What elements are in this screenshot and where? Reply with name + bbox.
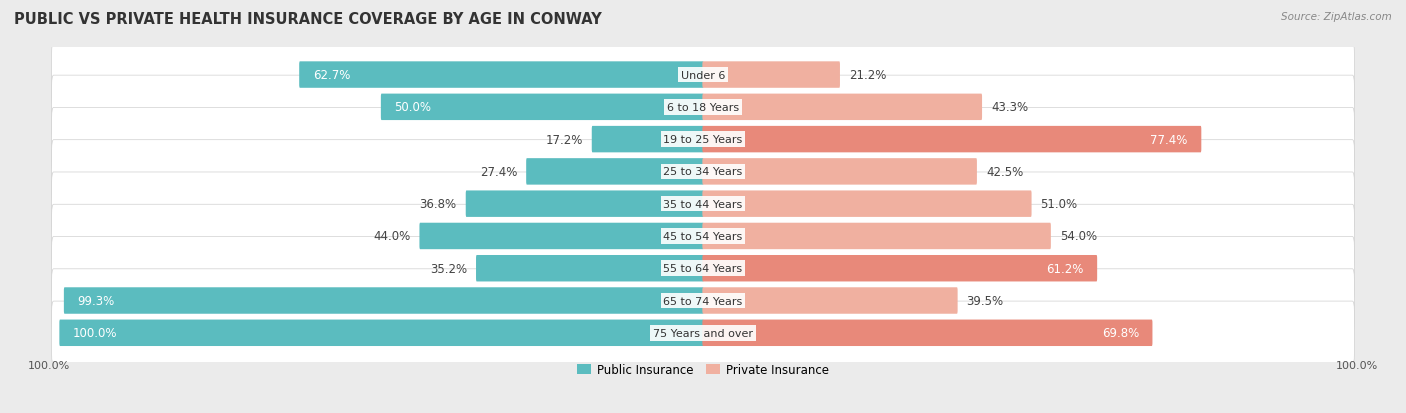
- Text: 100.0%: 100.0%: [73, 327, 117, 339]
- Text: 69.8%: 69.8%: [1102, 327, 1139, 339]
- Text: 35 to 44 Years: 35 to 44 Years: [664, 199, 742, 209]
- Text: 21.2%: 21.2%: [849, 69, 886, 82]
- FancyBboxPatch shape: [52, 76, 1354, 139]
- Text: 51.0%: 51.0%: [1040, 198, 1077, 211]
- FancyBboxPatch shape: [703, 287, 957, 314]
- FancyBboxPatch shape: [63, 287, 703, 314]
- Text: 6 to 18 Years: 6 to 18 Years: [666, 102, 740, 113]
- Text: 61.2%: 61.2%: [1046, 262, 1084, 275]
- Text: 77.4%: 77.4%: [1150, 133, 1188, 146]
- Text: 19 to 25 Years: 19 to 25 Years: [664, 135, 742, 145]
- FancyBboxPatch shape: [52, 173, 1354, 236]
- FancyBboxPatch shape: [465, 191, 703, 217]
- Text: 35.2%: 35.2%: [430, 262, 467, 275]
- FancyBboxPatch shape: [592, 126, 703, 153]
- FancyBboxPatch shape: [52, 108, 1354, 171]
- Text: 99.3%: 99.3%: [77, 294, 115, 307]
- FancyBboxPatch shape: [52, 140, 1354, 204]
- Legend: Public Insurance, Private Insurance: Public Insurance, Private Insurance: [572, 359, 834, 381]
- Text: 50.0%: 50.0%: [394, 101, 432, 114]
- Text: Under 6: Under 6: [681, 70, 725, 81]
- Text: 42.5%: 42.5%: [986, 166, 1024, 178]
- Text: Source: ZipAtlas.com: Source: ZipAtlas.com: [1281, 12, 1392, 22]
- Text: 100.0%: 100.0%: [28, 361, 70, 370]
- Text: 65 to 74 Years: 65 to 74 Years: [664, 296, 742, 306]
- FancyBboxPatch shape: [526, 159, 703, 185]
- FancyBboxPatch shape: [419, 223, 703, 249]
- FancyBboxPatch shape: [703, 320, 1153, 346]
- Text: 43.3%: 43.3%: [991, 101, 1028, 114]
- FancyBboxPatch shape: [299, 62, 703, 88]
- FancyBboxPatch shape: [52, 301, 1354, 365]
- FancyBboxPatch shape: [52, 205, 1354, 268]
- Text: 44.0%: 44.0%: [373, 230, 411, 243]
- Text: 17.2%: 17.2%: [546, 133, 582, 146]
- FancyBboxPatch shape: [703, 159, 977, 185]
- FancyBboxPatch shape: [59, 320, 703, 346]
- FancyBboxPatch shape: [703, 191, 1032, 217]
- Text: 55 to 64 Years: 55 to 64 Years: [664, 263, 742, 273]
- FancyBboxPatch shape: [703, 95, 981, 121]
- Text: PUBLIC VS PRIVATE HEALTH INSURANCE COVERAGE BY AGE IN CONWAY: PUBLIC VS PRIVATE HEALTH INSURANCE COVER…: [14, 12, 602, 27]
- FancyBboxPatch shape: [52, 269, 1354, 332]
- Text: 62.7%: 62.7%: [312, 69, 350, 82]
- Text: 75 Years and over: 75 Years and over: [652, 328, 754, 338]
- Text: 27.4%: 27.4%: [479, 166, 517, 178]
- Text: 100.0%: 100.0%: [1336, 361, 1378, 370]
- FancyBboxPatch shape: [381, 95, 703, 121]
- Text: 25 to 34 Years: 25 to 34 Years: [664, 167, 742, 177]
- FancyBboxPatch shape: [703, 255, 1097, 282]
- FancyBboxPatch shape: [703, 223, 1050, 249]
- Text: 36.8%: 36.8%: [419, 198, 457, 211]
- FancyBboxPatch shape: [703, 62, 839, 88]
- Text: 45 to 54 Years: 45 to 54 Years: [664, 231, 742, 241]
- FancyBboxPatch shape: [477, 255, 703, 282]
- FancyBboxPatch shape: [703, 126, 1201, 153]
- FancyBboxPatch shape: [52, 44, 1354, 107]
- FancyBboxPatch shape: [52, 237, 1354, 300]
- Text: 39.5%: 39.5%: [967, 294, 1004, 307]
- Text: 54.0%: 54.0%: [1060, 230, 1097, 243]
